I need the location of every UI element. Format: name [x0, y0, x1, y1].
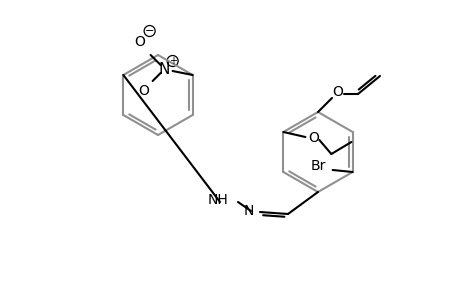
Text: O: O: [307, 131, 318, 145]
Text: O: O: [138, 84, 149, 98]
Text: O: O: [134, 35, 145, 49]
Text: −: −: [145, 26, 154, 36]
Text: +: +: [168, 56, 176, 66]
Text: Br: Br: [310, 159, 325, 173]
Text: N: N: [243, 204, 253, 218]
Text: NH: NH: [207, 193, 228, 207]
Text: O: O: [332, 85, 343, 99]
Text: N: N: [159, 61, 170, 76]
